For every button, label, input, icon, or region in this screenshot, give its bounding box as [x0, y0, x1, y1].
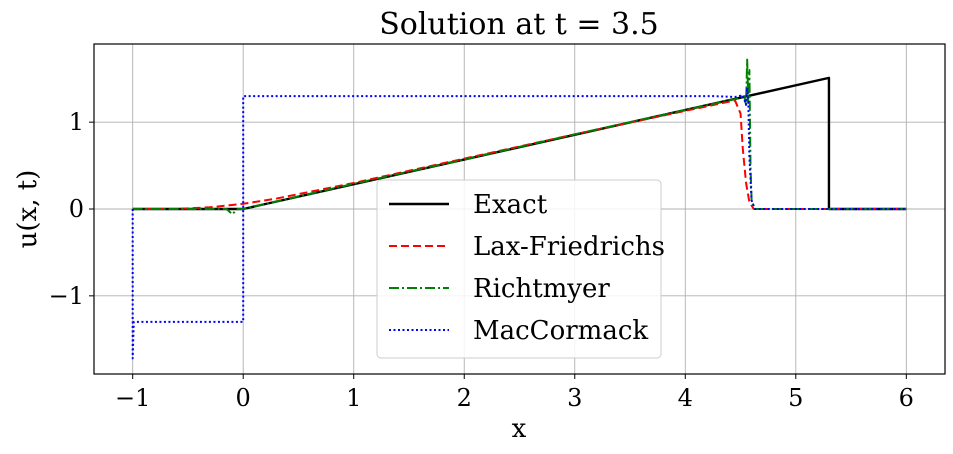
series-line-maccormack	[131, 86, 907, 360]
series-lines	[131, 58, 907, 360]
x-tick-label: 1	[346, 384, 361, 412]
legend-label: MacCormack	[473, 316, 648, 346]
x-tick-label: 2	[457, 384, 472, 412]
ticks: −1 0 1 2 3 4 5 6 −1 0 1	[49, 108, 914, 412]
legend: Exact Lax-Friedrichs Richtmyer MacCormack	[376, 179, 665, 359]
legend-label: Richtmyer	[473, 274, 610, 304]
series-line-richtmyer	[132, 58, 907, 216]
y-axis-label: u(x, t)	[13, 170, 43, 249]
legend-label: Exact	[473, 190, 548, 220]
y-tick-label: −1	[49, 282, 84, 310]
y-tick-label: 1	[69, 108, 84, 136]
x-tick-label: 5	[788, 384, 803, 412]
x-axis-label: x	[512, 414, 527, 444]
x-tick-label: 3	[567, 384, 582, 412]
legend-label: Lax-Friedrichs	[473, 232, 665, 262]
y-tick-label: 0	[69, 195, 84, 223]
x-tick-label: 6	[899, 384, 914, 412]
x-tick-label: 0	[236, 384, 251, 412]
x-tick-label: 4	[678, 384, 693, 412]
chart-title: Solution at t = 3.5	[379, 7, 659, 42]
x-tick-label: −1	[115, 384, 150, 412]
legend-box	[376, 179, 662, 359]
